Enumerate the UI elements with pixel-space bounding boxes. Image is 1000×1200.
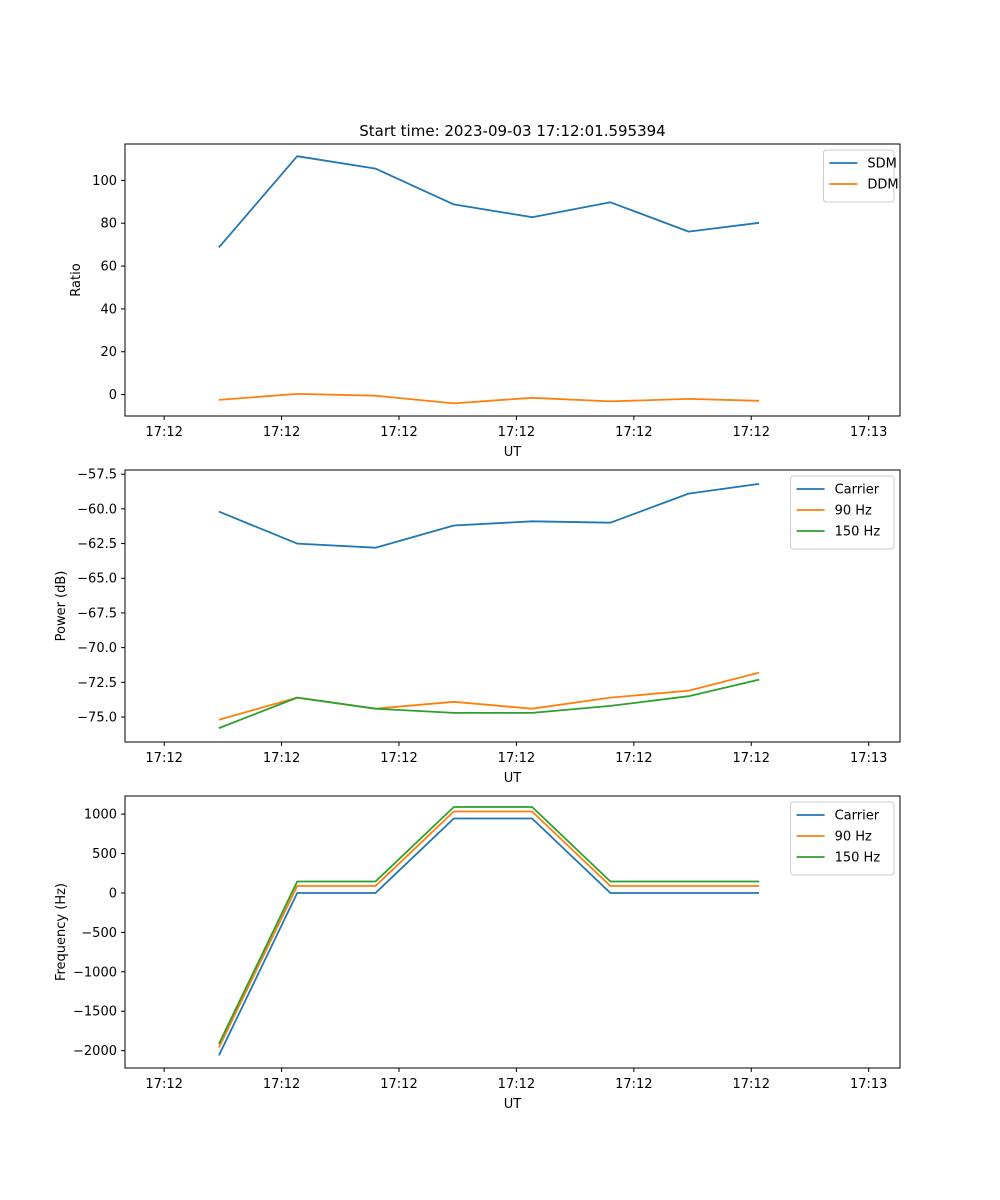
legend-label: 90 Hz [835,504,872,519]
legend: SDM DDM [822,149,899,203]
legend: Carrier 90 Hz 150 Hz [790,801,895,876]
y-axis-label: Power (dB) [54,571,69,642]
x-axis-label: UT [504,771,522,786]
x-axis-label: UT [504,445,522,460]
x-tick-label: 17:12 [380,751,417,766]
legend-label: Carrier [835,809,880,824]
y-tick-label: 0 [109,388,117,403]
y-tick-label: −70.0 [77,641,117,656]
y-tick-label: −500 [81,926,117,941]
y-tick-label: 100 [92,174,117,189]
legend-label: 90 Hz [835,830,872,845]
y-tick-label: −72.5 [77,676,117,691]
series-line-carrier [218,817,760,1056]
x-tick-label: 17:12 [615,751,652,766]
x-tick-label: 17:12 [733,1077,770,1092]
y-tick-label: −57.5 [77,468,117,483]
y-tick-label: −67.5 [77,606,117,621]
x-tick-label: 17:13 [850,1077,887,1092]
series-line-150-hz [218,806,760,1045]
chart-panel-2: −75.0 −72.5 −70.0 −67.5 −65.0 −62.5 −60.0 −57.5… [54,468,901,786]
x-tick-label: 17:13 [850,751,887,766]
y-tick-label: −75.0 [77,711,117,726]
y-tick-label: −2000 [73,1044,117,1059]
legend-label: 150 Hz [835,851,881,866]
x-tick-label: 17:12 [615,1077,652,1092]
x-tick-label: 17:12 [263,1077,300,1092]
x-tick-label: 17:12 [263,751,300,766]
y-tick-label: −65.0 [77,572,117,587]
chart-title: Start time: 2023-09-03 17:12:01.595394 [359,122,665,140]
x-tick-label: 17:12 [263,425,300,440]
legend-label: 150 Hz [835,525,881,540]
x-tick-label: 17:12 [380,425,417,440]
x-tick-label: 17:13 [850,425,887,440]
y-tick-label: 1000 [84,808,117,823]
x-tick-label: 17:12 [733,425,770,440]
y-axis-label: Ratio [69,263,84,296]
x-axis-label: UT [504,1097,522,1112]
x-tick-label: 17:12 [145,1077,182,1092]
y-tick-label: 80 [100,217,117,232]
chart-panel-3: −2000 −1500 −1000 −500 0 500 1000 17:12 17:12 17:… [54,795,901,1112]
axes-frame [124,469,901,743]
y-tick-label: 20 [100,345,117,360]
y-tick-label: 0 [109,886,117,901]
legend: Carrier 90 Hz 150 Hz [790,475,895,550]
series-line-150-hz [218,678,760,729]
x-tick-label: 17:12 [615,425,652,440]
x-tick-label: 17:12 [498,425,535,440]
y-axis-label: Frequency (Hz) [54,883,69,981]
x-tick-label: 17:12 [145,425,182,440]
y-tick-label: −1500 [73,1005,117,1020]
legend-label: SDM [867,157,896,172]
series-line-sdm [218,155,760,248]
axes-frame [124,795,901,1069]
y-tick-label: −62.5 [77,537,117,552]
y-tick-label: 40 [100,302,117,317]
series-line-90-hz [218,810,760,1048]
y-tick-label: 500 [92,847,117,862]
series-line-ddm [218,392,760,405]
x-tick-label: 17:12 [145,751,182,766]
x-tick-label: 17:12 [380,1077,417,1092]
legend-label: DDM [867,178,898,193]
y-tick-label: 60 [100,260,117,275]
series-line-carrier [218,483,760,549]
axes-frame [124,143,901,417]
y-tick-label: −1000 [73,965,117,980]
x-tick-label: 17:12 [498,751,535,766]
x-tick-label: 17:12 [733,751,770,766]
legend-label: Carrier [835,483,880,498]
chart-panel-1: Start time: 2023-09-03 17:12:01.595394 0 2… [69,122,901,460]
y-tick-label: −60.0 [77,502,117,517]
x-tick-label: 17:12 [498,1077,535,1092]
